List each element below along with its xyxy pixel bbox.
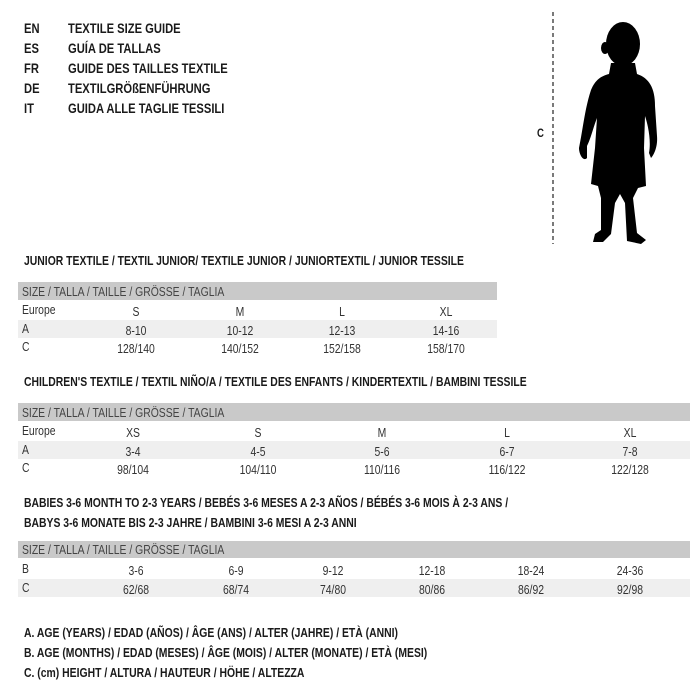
row-label: Europe	[22, 302, 56, 317]
size-header: SIZE / TALLA / TAILLE / GRÖSSE / TAGLIA	[22, 405, 225, 420]
row-label: C	[22, 580, 30, 595]
table-cell: 152/158	[323, 341, 361, 356]
table-cell: 140/152	[221, 341, 259, 356]
row-label: B	[22, 561, 29, 576]
table-cell: 9-12	[322, 563, 344, 578]
size-header: SIZE / TALLA / TAILLE / GRÖSSE / TAGLIA	[22, 542, 225, 557]
legend-b: B. AGE (MONTHS) / EDAD (MESES) / ÂGE (MO…	[24, 645, 428, 660]
table-cell: 122/128	[611, 462, 649, 477]
table-cell: 128/140	[117, 341, 155, 356]
table-cell: S	[132, 304, 140, 319]
title-text: TEXTILGRÖßENFÜHRUNG	[68, 80, 211, 96]
title-text: GUÍA DE TALLAS	[68, 40, 161, 56]
table-cell: 80/86	[418, 582, 446, 597]
row-label: A	[22, 442, 29, 457]
lang-code: IT	[24, 100, 34, 116]
lang-code: DE	[24, 80, 40, 96]
junior-section-title: JUNIOR TEXTILE / TEXTIL JUNIOR/ TEXTILE …	[24, 253, 464, 268]
table-cell: 3-6	[128, 563, 144, 578]
table-cell: 104/110	[239, 462, 277, 477]
table-cell: 12-18	[418, 563, 446, 578]
lang-code: EN	[24, 20, 40, 36]
table-cell: 110/116	[363, 462, 401, 477]
babies-section-title-line2: BABYS 3-6 MONATE BIS 2-3 JAHRE / BAMBINI…	[24, 515, 357, 530]
legend-c: C. (cm) HEIGHT / ALTURA / HAUTEUR / HÖHE…	[24, 665, 305, 680]
legend-a: A. AGE (YEARS) / EDAD (AÑOS) / ÂGE (ANS)…	[24, 625, 399, 640]
table-cell: XS	[126, 425, 140, 440]
title-text: TEXTILE SIZE GUIDE	[68, 20, 181, 36]
children-section-title: CHILDREN'S TEXTILE / TEXTIL NIÑO/A / TEX…	[24, 374, 527, 389]
table-cell: 8-10	[125, 323, 147, 338]
table-cell: 3-4	[125, 444, 141, 459]
table-cell: 18-24	[517, 563, 545, 578]
table-cell: 158/170	[427, 341, 465, 356]
table-cell: M	[235, 304, 245, 319]
table-cell: 86/92	[517, 582, 545, 597]
table-cell: M	[377, 425, 387, 440]
row-label: A	[22, 321, 29, 336]
table-cell: XL	[623, 425, 637, 440]
height-measure-label: C	[537, 126, 544, 140]
table-cell: 116/122	[488, 462, 526, 477]
table-cell: XL	[439, 304, 453, 319]
table-cell: S	[254, 425, 262, 440]
babies-section-title-line1: BABIES 3-6 MONTH TO 2-3 YEARS / BEBÉS 3-…	[24, 495, 509, 510]
table-cell: 7-8	[622, 444, 638, 459]
child-silhouette-icon	[552, 12, 658, 244]
title-text: GUIDE DES TAILLES TEXTILE	[68, 60, 228, 76]
table-cell: 14-16	[432, 323, 460, 338]
table-cell: 4-5	[250, 444, 266, 459]
size-header: SIZE / TALLA / TAILLE / GRÖSSE / TAGLIA	[22, 284, 225, 299]
table-cell: 68/74	[222, 582, 250, 597]
table-cell: 24-36	[616, 563, 644, 578]
table-cell: 74/80	[319, 582, 347, 597]
table-cell: 6-7	[499, 444, 515, 459]
row-label: C	[22, 339, 30, 354]
table-cell: 92/98	[616, 582, 644, 597]
table-cell: 6-9	[228, 563, 244, 578]
row-label: C	[22, 460, 30, 475]
title-text: GUIDA ALLE TAGLIE TESSILI	[68, 100, 225, 116]
table-cell: 98/104	[117, 462, 149, 477]
lang-code: FR	[24, 60, 39, 76]
table-cell: 5-6	[374, 444, 390, 459]
lang-code: ES	[24, 40, 39, 56]
row-label: Europe	[22, 423, 56, 438]
table-cell: 62/68	[122, 582, 150, 597]
table-cell: L	[339, 304, 345, 319]
table-cell: 12-13	[328, 323, 356, 338]
table-cell: L	[504, 425, 510, 440]
table-cell: 10-12	[226, 323, 254, 338]
